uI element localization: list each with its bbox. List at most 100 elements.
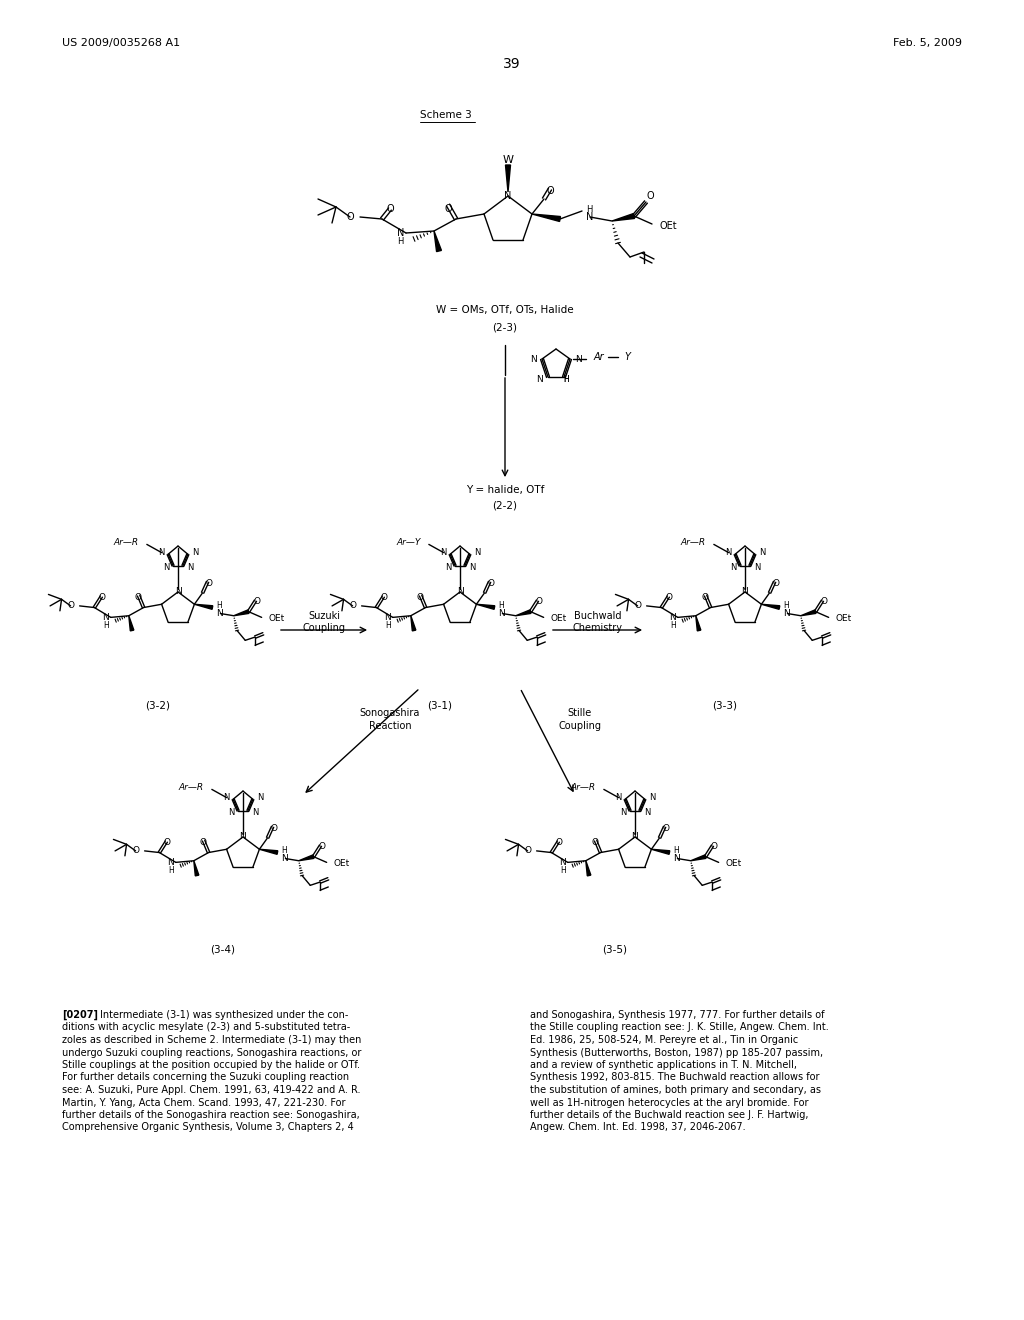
Text: the Stille coupling reaction see: J. K. Stille, Angew. Chem. Int.: the Stille coupling reaction see: J. K. …: [530, 1023, 828, 1032]
Text: Martin, Y. Yang, Acta Chem. Scand. 1993, 47, 221-230. For: Martin, Y. Yang, Acta Chem. Scand. 1993,…: [62, 1097, 345, 1107]
Text: O: O: [701, 593, 708, 602]
Text: O: O: [270, 824, 278, 833]
Polygon shape: [259, 849, 278, 854]
Text: O: O: [546, 186, 554, 195]
Text: well as 1H-nitrogen heterocycles at the aryl bromide. For: well as 1H-nitrogen heterocycles at the …: [530, 1097, 809, 1107]
Text: Ar—Y: Ar—Y: [396, 539, 421, 548]
Text: and a review of synthetic applications in T. N. Mitchell,: and a review of synthetic applications i…: [530, 1060, 797, 1071]
Text: N: N: [783, 609, 791, 618]
Text: H: H: [216, 601, 222, 610]
Text: N: N: [669, 612, 676, 622]
Polygon shape: [801, 610, 816, 615]
Polygon shape: [612, 214, 635, 220]
Text: O: O: [346, 213, 354, 222]
Text: (2-2): (2-2): [493, 502, 517, 511]
Text: OEt: OEt: [660, 220, 678, 231]
Text: N: N: [575, 355, 582, 363]
Text: H: H: [563, 375, 569, 384]
Text: O: O: [199, 838, 206, 847]
Text: Synthesis (Butterworths, Boston, 1987) pp 185-207 passim,: Synthesis (Butterworths, Boston, 1987) p…: [530, 1048, 823, 1057]
Text: Ar—R: Ar—R: [681, 539, 706, 548]
Text: H: H: [397, 238, 404, 247]
Text: (2-3): (2-3): [493, 323, 517, 333]
Text: further details of the Buchwald reaction see J. F. Hartwig,: further details of the Buchwald reaction…: [530, 1110, 809, 1119]
Text: O: O: [132, 846, 139, 855]
Text: O: O: [772, 579, 779, 589]
Text: N: N: [282, 854, 288, 863]
Text: N: N: [730, 564, 736, 572]
Text: O: O: [646, 191, 653, 201]
Text: N: N: [175, 587, 181, 597]
Text: Ed. 1986, 25, 508-524, M. Pereyre et al., Tin in Organic: Ed. 1986, 25, 508-524, M. Pereyre et al.…: [530, 1035, 799, 1045]
Text: Coupling: Coupling: [558, 721, 601, 731]
Text: H: H: [674, 846, 679, 855]
Text: N: N: [240, 833, 247, 841]
Text: N: N: [530, 355, 537, 363]
Text: N: N: [620, 808, 626, 817]
Text: O: O: [820, 597, 827, 606]
Text: see: A. Suzuki, Pure Appl. Chem. 1991, 63, 419-422 and A. R.: see: A. Suzuki, Pure Appl. Chem. 1991, 6…: [62, 1085, 360, 1096]
Text: OEt: OEt: [836, 614, 851, 623]
Text: N: N: [725, 548, 731, 557]
Polygon shape: [299, 855, 314, 861]
Text: Chemistry: Chemistry: [572, 623, 623, 634]
Text: O: O: [591, 838, 598, 847]
Text: H: H: [282, 846, 287, 855]
Text: O: O: [386, 205, 394, 214]
Text: (3-3): (3-3): [713, 700, 737, 710]
Text: N: N: [223, 793, 229, 801]
Polygon shape: [586, 861, 591, 876]
Text: N: N: [252, 808, 258, 817]
Text: For further details concerning the Suzuki coupling reaction: For further details concerning the Suzuk…: [62, 1072, 349, 1082]
Text: (3-2): (3-2): [145, 700, 171, 710]
Text: OEt: OEt: [550, 614, 566, 623]
Polygon shape: [233, 610, 249, 615]
Text: O: O: [416, 593, 423, 602]
Text: O: O: [556, 838, 563, 847]
Text: N: N: [444, 564, 452, 572]
Text: N: N: [191, 548, 199, 557]
Text: O: O: [134, 593, 141, 602]
Text: N: N: [167, 858, 174, 867]
Text: N: N: [504, 191, 512, 201]
Text: Stille couplings at the position occupied by the halide or OTf.: Stille couplings at the position occupie…: [62, 1060, 360, 1071]
Polygon shape: [434, 231, 441, 252]
Text: Buchwald: Buchwald: [573, 611, 622, 620]
Text: Suzuki: Suzuki: [308, 611, 340, 620]
Text: H: H: [385, 620, 391, 630]
Text: Ar—R: Ar—R: [114, 539, 138, 548]
Text: Stille: Stille: [568, 708, 592, 718]
Text: undergo Suzuki coupling reactions, Sonogashira reactions, or: undergo Suzuki coupling reactions, Sonog…: [62, 1048, 361, 1057]
Text: O: O: [99, 593, 105, 602]
Text: W: W: [503, 154, 513, 165]
Text: N: N: [187, 564, 194, 572]
Text: N: N: [499, 609, 505, 618]
Text: O: O: [205, 579, 212, 589]
Text: O: O: [487, 579, 495, 589]
Text: N: N: [227, 808, 234, 817]
Text: O: O: [524, 846, 531, 855]
Text: O: O: [164, 838, 171, 847]
Text: Ar—R: Ar—R: [178, 783, 204, 792]
Text: N: N: [216, 609, 223, 618]
Text: Y: Y: [624, 352, 630, 362]
Text: and Sonogashira, Synthesis 1977, 777. For further details of: and Sonogashira, Synthesis 1977, 777. Fo…: [530, 1010, 824, 1020]
Text: N: N: [439, 548, 446, 557]
Text: Coupling: Coupling: [302, 623, 345, 634]
Text: OEt: OEt: [268, 614, 285, 623]
Text: the substitution of amines, both primary and secondary, as: the substitution of amines, both primary…: [530, 1085, 821, 1096]
Text: further details of the Sonogashira reaction see: Sonogashira,: further details of the Sonogashira react…: [62, 1110, 359, 1119]
Polygon shape: [129, 615, 134, 631]
Polygon shape: [691, 855, 706, 861]
Polygon shape: [506, 165, 511, 191]
Text: O: O: [68, 602, 75, 610]
Text: N: N: [474, 548, 480, 557]
Text: H: H: [560, 866, 566, 875]
Text: N: N: [469, 564, 475, 572]
Polygon shape: [411, 615, 416, 631]
Text: N: N: [158, 548, 164, 557]
Text: zoles as described in Scheme 2. Intermediate (3-1) may then: zoles as described in Scheme 2. Intermed…: [62, 1035, 361, 1045]
Text: O: O: [635, 602, 642, 610]
Text: N: N: [644, 808, 650, 817]
Text: N: N: [632, 833, 638, 841]
